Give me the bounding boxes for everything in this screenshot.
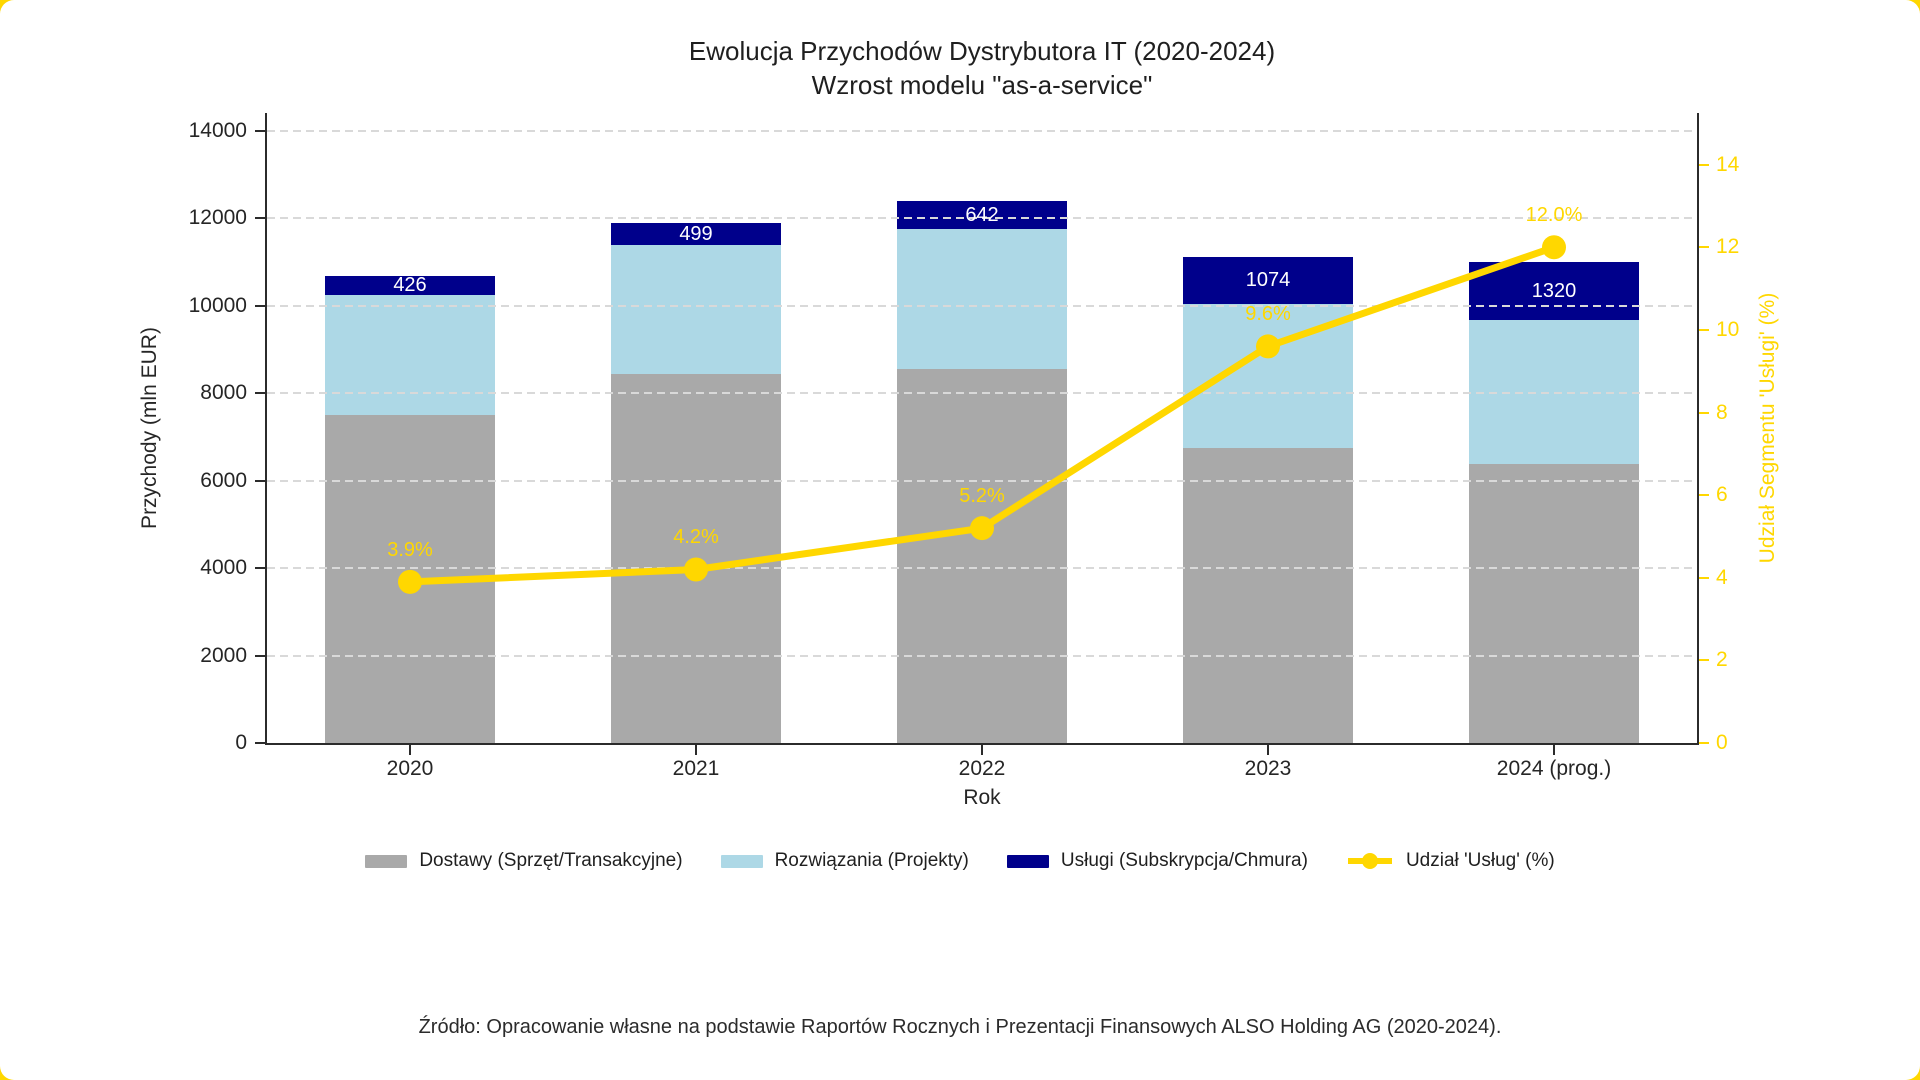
- y-left-tick: [255, 217, 265, 219]
- y-left-tick-label: 12000: [188, 206, 247, 229]
- bar-segment-1-2022: [897, 228, 1067, 369]
- bar-segment-1-2024 (prog.): [1469, 319, 1639, 464]
- left-spine: [265, 113, 267, 745]
- legend-item-uslugi: Usługi (Subskrypcja/Chmura): [1006, 850, 1308, 872]
- bar-segment-2-2021: [611, 223, 781, 246]
- bar-segment-2-2023: [1183, 256, 1353, 304]
- y-left-tick-label: 8000: [200, 381, 247, 404]
- bar-value-label: 499: [679, 223, 713, 246]
- y-right-tick-label: 10: [1716, 317, 1740, 341]
- y-right-tick: [1699, 328, 1709, 331]
- y-axis-label-left: Przychody (mln EUR): [138, 327, 161, 529]
- share-point-label: 5.2%: [959, 485, 1005, 508]
- share-point-label: 3.9%: [387, 538, 433, 561]
- share-point-2022: [970, 516, 994, 541]
- y-right-tick-label: 6: [1716, 483, 1728, 507]
- grid-line-14000: [267, 129, 1697, 132]
- legend-swatch-dostawy: [365, 854, 408, 868]
- share-point-label: 12.0%: [1525, 204, 1583, 227]
- grid-line-10000: [267, 304, 1697, 307]
- y-right-tick-label: 4: [1716, 565, 1728, 589]
- y-left-tick-label: 14000: [188, 118, 247, 142]
- y-left-tick-label: 4000: [200, 556, 247, 579]
- share-point-label: 4.2%: [673, 526, 719, 549]
- bar-segment-1-2021: [611, 245, 781, 375]
- y-left-tick: [255, 654, 265, 657]
- x-tick-label: 2020: [386, 757, 434, 780]
- legend-swatch-rozwiazania: [720, 854, 763, 868]
- legend-label-rozwiazania: Rozwiązania (Projekty): [774, 850, 969, 871]
- y-left-tick: [255, 129, 265, 132]
- source-note: Źródło: Opracowanie własne na podstawie …: [418, 1016, 1502, 1038]
- share-line-chart: [398, 235, 1566, 594]
- legend-item-rozwiazania: Rozwiązania (Projekty): [720, 850, 969, 872]
- y-left-tick-label: 0: [235, 731, 247, 754]
- y-right-tick-label: 2: [1716, 648, 1728, 672]
- y-right-tick: [1699, 494, 1709, 497]
- legend-label-dostawy: Dostawy (Sprzęt/Transakcyjne): [419, 850, 683, 871]
- share-point-2024 (prog.): [1542, 235, 1566, 260]
- x-tick: [695, 745, 697, 755]
- bar-segment-0-2024 (prog.): [1469, 463, 1639, 743]
- y-left-tick-label: 10000: [188, 293, 247, 317]
- legend-item-udzial: Udział 'Usług' (%): [1346, 850, 1555, 872]
- bar-segment-2-2022: [897, 200, 1067, 229]
- y-right-tick-label: 12: [1716, 235, 1740, 259]
- bar-value-label: 1320: [1531, 279, 1577, 302]
- y-left-tick: [255, 304, 265, 307]
- grid-line-12000: [267, 217, 1697, 219]
- y-right-tick: [1699, 246, 1709, 249]
- bar-value-label: 642: [965, 203, 999, 226]
- bar-segment-1-2020: [325, 294, 495, 415]
- grid-line-4000: [267, 567, 1697, 569]
- share-point-2021: [684, 557, 708, 582]
- chart-title-line1: Ewolucja Przychodów Dystrybutora IT (202…: [688, 36, 1276, 66]
- y-right-tick: [1699, 742, 1709, 744]
- x-tick-label: 2023: [1244, 757, 1292, 780]
- x-tick: [981, 745, 983, 755]
- bar-segment-2-2020: [325, 275, 495, 295]
- x-tick: [409, 745, 411, 755]
- bar-segment-0-2022: [897, 368, 1067, 743]
- y-right-tick: [1699, 163, 1709, 166]
- bar-value-label: 1074: [1245, 269, 1291, 292]
- legend-line-marker-icon: [1347, 853, 1392, 869]
- share-point-2023: [1256, 334, 1280, 359]
- share-point-label: 9.6%: [1245, 303, 1291, 326]
- legend-item-dostawy: Dostawy (Sprzęt/Transakcyjne): [365, 850, 683, 872]
- bar-segment-2-2024 (prog.): [1469, 261, 1639, 320]
- x-tick: [1553, 745, 1555, 755]
- share-point-2020: [398, 569, 422, 594]
- grid-line-2000: [267, 654, 1697, 657]
- x-axis-label: Rok: [963, 786, 1001, 809]
- legend-label-uslugi: Usługi (Subskrypcja/Chmura): [1060, 850, 1308, 871]
- y-left-tick: [255, 479, 265, 482]
- y-left-tick: [255, 567, 265, 569]
- legend-label-udzial: Udział 'Usług' (%): [1405, 850, 1555, 871]
- bar-segment-0-2023: [1183, 447, 1353, 743]
- y-right-tick-label: 14: [1716, 152, 1740, 176]
- grid-line-6000: [267, 479, 1697, 482]
- bottom-spine: [265, 743, 1699, 745]
- y-right-tick: [1699, 411, 1709, 414]
- legend: Dostawy (Sprzęt/Transakcyjne) Rozwiązani…: [0, 850, 1920, 872]
- y-right-tick: [1699, 659, 1709, 662]
- legend-swatch-uslugi: [1006, 854, 1049, 868]
- right-spine: [1697, 113, 1699, 745]
- x-tick: [1267, 745, 1269, 755]
- y-left-tick: [255, 742, 265, 744]
- y-right-tick-label: 8: [1716, 400, 1728, 424]
- grid-line-8000: [267, 392, 1697, 394]
- x-tick-label: 2024 (prog.): [1496, 757, 1612, 780]
- y-left-tick-label: 6000: [200, 468, 247, 492]
- y-left-tick-label: 2000: [200, 643, 247, 667]
- x-tick-label: 2021: [672, 757, 720, 780]
- y-left-tick: [255, 392, 265, 394]
- y-right-tick: [1699, 576, 1709, 579]
- y-right-tick-label: 0: [1716, 731, 1728, 754]
- x-tick-label: 2022: [958, 757, 1006, 780]
- bar-value-label: 426: [393, 274, 427, 297]
- chart-title-line2: Wzrost modelu "as-a-service": [811, 70, 1153, 100]
